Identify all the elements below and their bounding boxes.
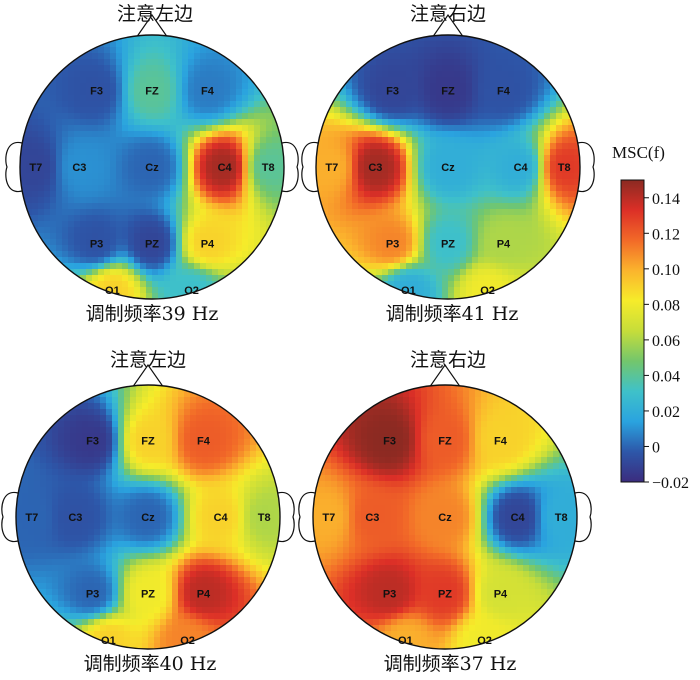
- panel-4-heading: 注意右边: [410, 349, 486, 371]
- left-ear-outline: [5, 141, 23, 193]
- electrode-label-o2: O2: [477, 635, 492, 647]
- electrode-label-f4: F4: [201, 85, 215, 97]
- electrode-label-f3: F3: [386, 85, 399, 97]
- panel-1-heading: 注意左边: [117, 3, 193, 25]
- electrode-label-o1: O1: [401, 285, 416, 297]
- electrode-label-c3: C3: [365, 512, 379, 524]
- right-ear-outline: [281, 141, 299, 193]
- electrode-label-cz: Cz: [145, 162, 159, 174]
- left-ear-outline: [298, 491, 316, 543]
- electrode-label-cz: Cz: [441, 162, 455, 174]
- electrode-label-t7: T7: [322, 512, 335, 524]
- electrode-label-c4: C4: [514, 162, 529, 174]
- electrode-label-t8: T8: [555, 512, 568, 524]
- colorbar-tick-label: 0.10: [652, 262, 680, 279]
- electrode-label-p3: P3: [386, 239, 399, 251]
- right-ear-outline: [577, 141, 595, 193]
- colorbar-tick-label: 0.06: [652, 333, 680, 350]
- colorbar-tick-label: 0: [652, 439, 660, 456]
- electrode-label-t8: T8: [558, 162, 571, 174]
- topomap-panel-3: F3 FZ F4 T7 C3 Cz C4 T8 P3 PZ P4 O1 O2: [1, 363, 295, 650]
- topomap-panel-2: F3 FZ F4 T7 C3 Cz C4 T8 P3 PZ P4 O1 O2: [301, 13, 595, 300]
- electrode-label-o2: O2: [184, 285, 199, 297]
- colorbar-tick-label: 0.14: [652, 191, 680, 208]
- electrode-label-f4: F4: [197, 435, 211, 447]
- colorbar-tick-label: 0.08: [652, 297, 680, 314]
- electrode-label-f3: F3: [86, 435, 99, 447]
- electrode-label-f4: F4: [497, 85, 511, 97]
- electrode-label-fz: FZ: [438, 435, 452, 447]
- electrode-label-p3: P3: [383, 589, 396, 601]
- interpolated-map: [313, 385, 577, 649]
- electrode-label-t7: T7: [29, 162, 42, 174]
- nose-outline: [135, 13, 169, 39]
- electrode-label-p4: P4: [201, 239, 215, 251]
- electrode-label-cz: Cz: [141, 512, 155, 524]
- nose-outline: [428, 363, 462, 389]
- electrode-label-o1: O1: [105, 285, 120, 297]
- electrode-label-p4: P4: [197, 589, 211, 601]
- electrode-label-pz: PZ: [141, 589, 155, 601]
- electrode-label-fz: FZ: [441, 85, 455, 97]
- colorbar-ticks: 0.14 0.12 0.10 0.08 0.06 0.04 0.02 0 −0.02: [644, 191, 689, 492]
- colorbar-tick-label: 0.04: [652, 368, 680, 385]
- electrode-label-pz: PZ: [145, 239, 159, 251]
- electrode-label-cz: Cz: [438, 512, 452, 524]
- panel-3-caption: 调制频率40 Hz: [84, 653, 217, 675]
- electrode-label-pz: PZ: [438, 589, 452, 601]
- colorbar-tick-label: 0.12: [652, 226, 680, 243]
- electrode-label-p4: P4: [494, 589, 508, 601]
- panel-4-caption: 调制频率37 Hz: [384, 653, 517, 675]
- topomap-panel-1: F3 FZ F4 T7 C3 Cz C4 T8 P3 PZ P4 O1 O2: [5, 13, 299, 300]
- electrode-label-c3: C3: [68, 512, 82, 524]
- nose-outline: [431, 13, 465, 39]
- head-outline: [315, 34, 581, 300]
- electrode-label-t8: T8: [258, 512, 271, 524]
- panel-3-heading: 注意左边: [110, 349, 186, 371]
- right-ear-outline: [574, 491, 592, 543]
- panel-2-caption: 调制频率41 Hz: [386, 303, 519, 325]
- colorbar-tick-label: 0.02: [652, 404, 680, 421]
- head-outline: [312, 384, 578, 650]
- head-outline: [19, 34, 285, 300]
- right-ear-outline: [277, 491, 295, 543]
- electrode-label-t8: T8: [262, 162, 275, 174]
- electrode-label-fz: FZ: [141, 435, 155, 447]
- electrode-label-f3: F3: [90, 85, 103, 97]
- head-outline: [15, 384, 281, 650]
- electrode-label-f4: F4: [494, 435, 508, 447]
- colorbar: [620, 179, 645, 483]
- interpolated-map: [316, 35, 580, 299]
- electrode-label-f3: F3: [383, 435, 396, 447]
- panel-1-caption: 调制频率39 Hz: [86, 303, 219, 325]
- electrode-label-pz: PZ: [441, 239, 455, 251]
- electrode-label-c3: C3: [72, 162, 86, 174]
- electrode-label-c4: C4: [214, 512, 229, 524]
- interpolated-map: [16, 385, 280, 649]
- electrode-label-p3: P3: [86, 589, 99, 601]
- electrode-label-t7: T7: [325, 162, 338, 174]
- electrode-label-o2: O2: [180, 635, 195, 647]
- left-ear-outline: [301, 141, 319, 193]
- nose-outline: [131, 363, 165, 389]
- left-ear-outline: [1, 491, 19, 543]
- electrode-label-c4: C4: [511, 512, 526, 524]
- electrode-label-p4: P4: [497, 239, 511, 251]
- electrode-label-o2: O2: [480, 285, 495, 297]
- colorbar-title: MSC(f): [612, 143, 665, 162]
- topomap-panel-4: F3 FZ F4 T7 C3 Cz C4 T8 P3 PZ P4 O1 O2: [298, 363, 592, 650]
- electrode-label-c4: C4: [218, 162, 233, 174]
- electrode-label-o1: O1: [101, 635, 116, 647]
- colorbar-tick-label: −0.02: [652, 475, 689, 492]
- electrode-label-o1: O1: [398, 635, 413, 647]
- electrode-label-t7: T7: [25, 512, 38, 524]
- electrode-label-fz: FZ: [145, 85, 159, 97]
- electrode-label-p3: P3: [90, 239, 103, 251]
- panel-2-heading: 注意右边: [410, 3, 486, 25]
- electrode-label-c3: C3: [368, 162, 382, 174]
